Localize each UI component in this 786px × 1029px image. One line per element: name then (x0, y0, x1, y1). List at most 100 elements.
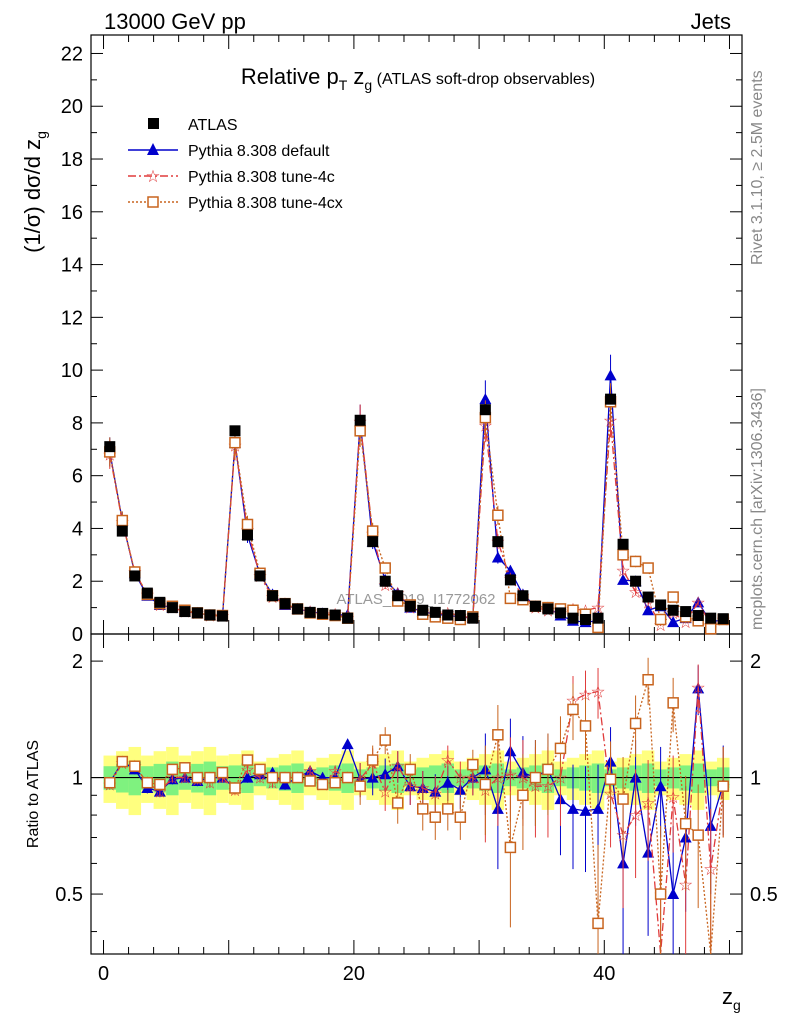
point-default (566, 802, 579, 814)
x-axis-label: zg (722, 984, 741, 1013)
point-atlas (116, 525, 128, 537)
point-atlas (254, 570, 266, 582)
point-tune4cx (191, 771, 204, 784)
energy-label: 13000 GeV pp (104, 9, 246, 34)
point-tune4c: ☆ (390, 757, 405, 776)
ratio-axis-label: Ratio to ATLAS (25, 740, 42, 848)
point-tune4c: ☆ (691, 593, 706, 612)
point-default (441, 776, 454, 788)
point-tune4cx (704, 622, 717, 635)
point-tune4cx (216, 766, 229, 779)
point-atlas (229, 425, 241, 437)
point-tune4c: ☆ (453, 769, 468, 788)
point-atlas (279, 598, 291, 610)
point-atlas (154, 596, 166, 608)
point-tune4cx (529, 771, 542, 784)
point-atlas (267, 590, 279, 602)
point-default (491, 551, 504, 563)
point-tune4c: ☆ (503, 765, 518, 784)
point-tune4cx (629, 555, 642, 568)
point-default (667, 616, 680, 628)
point-atlas (404, 600, 416, 612)
point-tune4cx (379, 734, 391, 746)
rivet-label: Rivet 3.1.10, ≥ 2.5M events (749, 70, 766, 265)
point-tune4cx (279, 771, 291, 784)
point-tune4cx (617, 549, 629, 561)
point-default (654, 780, 667, 792)
point-default (617, 573, 630, 585)
point-tune4cx (567, 703, 579, 716)
point-tune4c: ☆ (640, 794, 655, 813)
ratio-tick-label: 1 (72, 768, 83, 790)
point-tune4c: ☆ (440, 751, 455, 770)
point-tune4cx (442, 803, 454, 815)
point-atlas (717, 613, 729, 625)
point-default (341, 738, 354, 750)
point-tune4cx (291, 771, 304, 784)
point-tune4cx (467, 758, 479, 771)
point-atlas (179, 606, 191, 618)
point-tune4cx (617, 793, 629, 805)
point-tune4c: ☆ (628, 806, 643, 825)
ratio-tick-label: 0.5 (750, 884, 778, 906)
category-label: Jets (691, 9, 731, 34)
point-tune4cx (429, 811, 442, 823)
point-default (279, 778, 292, 790)
point-atlas (191, 607, 203, 619)
point-atlas (580, 613, 592, 625)
point-default (479, 393, 492, 405)
point-atlas (592, 612, 604, 624)
point-atlas (492, 536, 504, 548)
point-tune4cx (366, 525, 379, 537)
point-tune4cx (517, 789, 529, 802)
point-tune4cx (654, 613, 667, 626)
legend-entry-atlas: ATLAS (188, 117, 238, 134)
point-atlas (104, 441, 116, 453)
y-tick-label: 22 (61, 43, 83, 65)
point-atlas (317, 607, 329, 619)
point-atlas (567, 612, 579, 624)
point-tune4cx (179, 762, 191, 774)
y-tick-label: 0 (72, 624, 83, 646)
point-tune4cx (104, 776, 116, 789)
point-tune4cx (454, 811, 467, 823)
y-tick-label: 14 (61, 255, 83, 277)
point-default (241, 771, 254, 783)
y-tick-label: 2 (72, 571, 83, 593)
point-tune4c: ☆ (666, 788, 681, 807)
point-tune4cx (504, 592, 517, 605)
point-atlas (479, 404, 491, 416)
point-atlas (429, 606, 441, 618)
point-tune4cx (254, 763, 266, 776)
point-default (504, 564, 517, 576)
legend-marker-tune4c: ☆ (145, 167, 160, 186)
point-tune4cx (692, 829, 704, 841)
legend-entry-tune4cx: Pythia 8.308 tune-4cx (188, 195, 343, 212)
ratio-tick-label: 0.5 (55, 884, 83, 906)
x-tick-label: 20 (343, 963, 365, 985)
point-atlas (342, 612, 354, 624)
point-atlas (442, 609, 454, 621)
legend: ATLAS Pythia 8.308 default ☆ Pythia 8.30… (128, 117, 343, 212)
ratio-tick-label: 2 (72, 651, 83, 673)
point-tune4cx (642, 562, 654, 574)
y-tick-label: 6 (72, 466, 83, 488)
point-atlas (605, 393, 617, 405)
ratio-tick-label: 2 (750, 651, 761, 673)
point-tune4cx (642, 673, 654, 686)
point-atlas (354, 414, 366, 426)
point-tune4cx (629, 717, 642, 730)
point-tune4cx (592, 917, 604, 930)
point-tune4cx (229, 782, 241, 794)
point-atlas (141, 587, 153, 599)
point-atlas (630, 575, 642, 587)
point-atlas (667, 604, 679, 616)
point-tune4cx (504, 841, 517, 854)
point-tune4cx (479, 778, 492, 791)
point-atlas (692, 610, 704, 622)
point-atlas (705, 612, 717, 624)
band-inner (691, 763, 705, 793)
point-tune4cx (116, 514, 129, 527)
point-tune4cx (604, 773, 617, 786)
legend-marker-atlas (148, 118, 159, 129)
